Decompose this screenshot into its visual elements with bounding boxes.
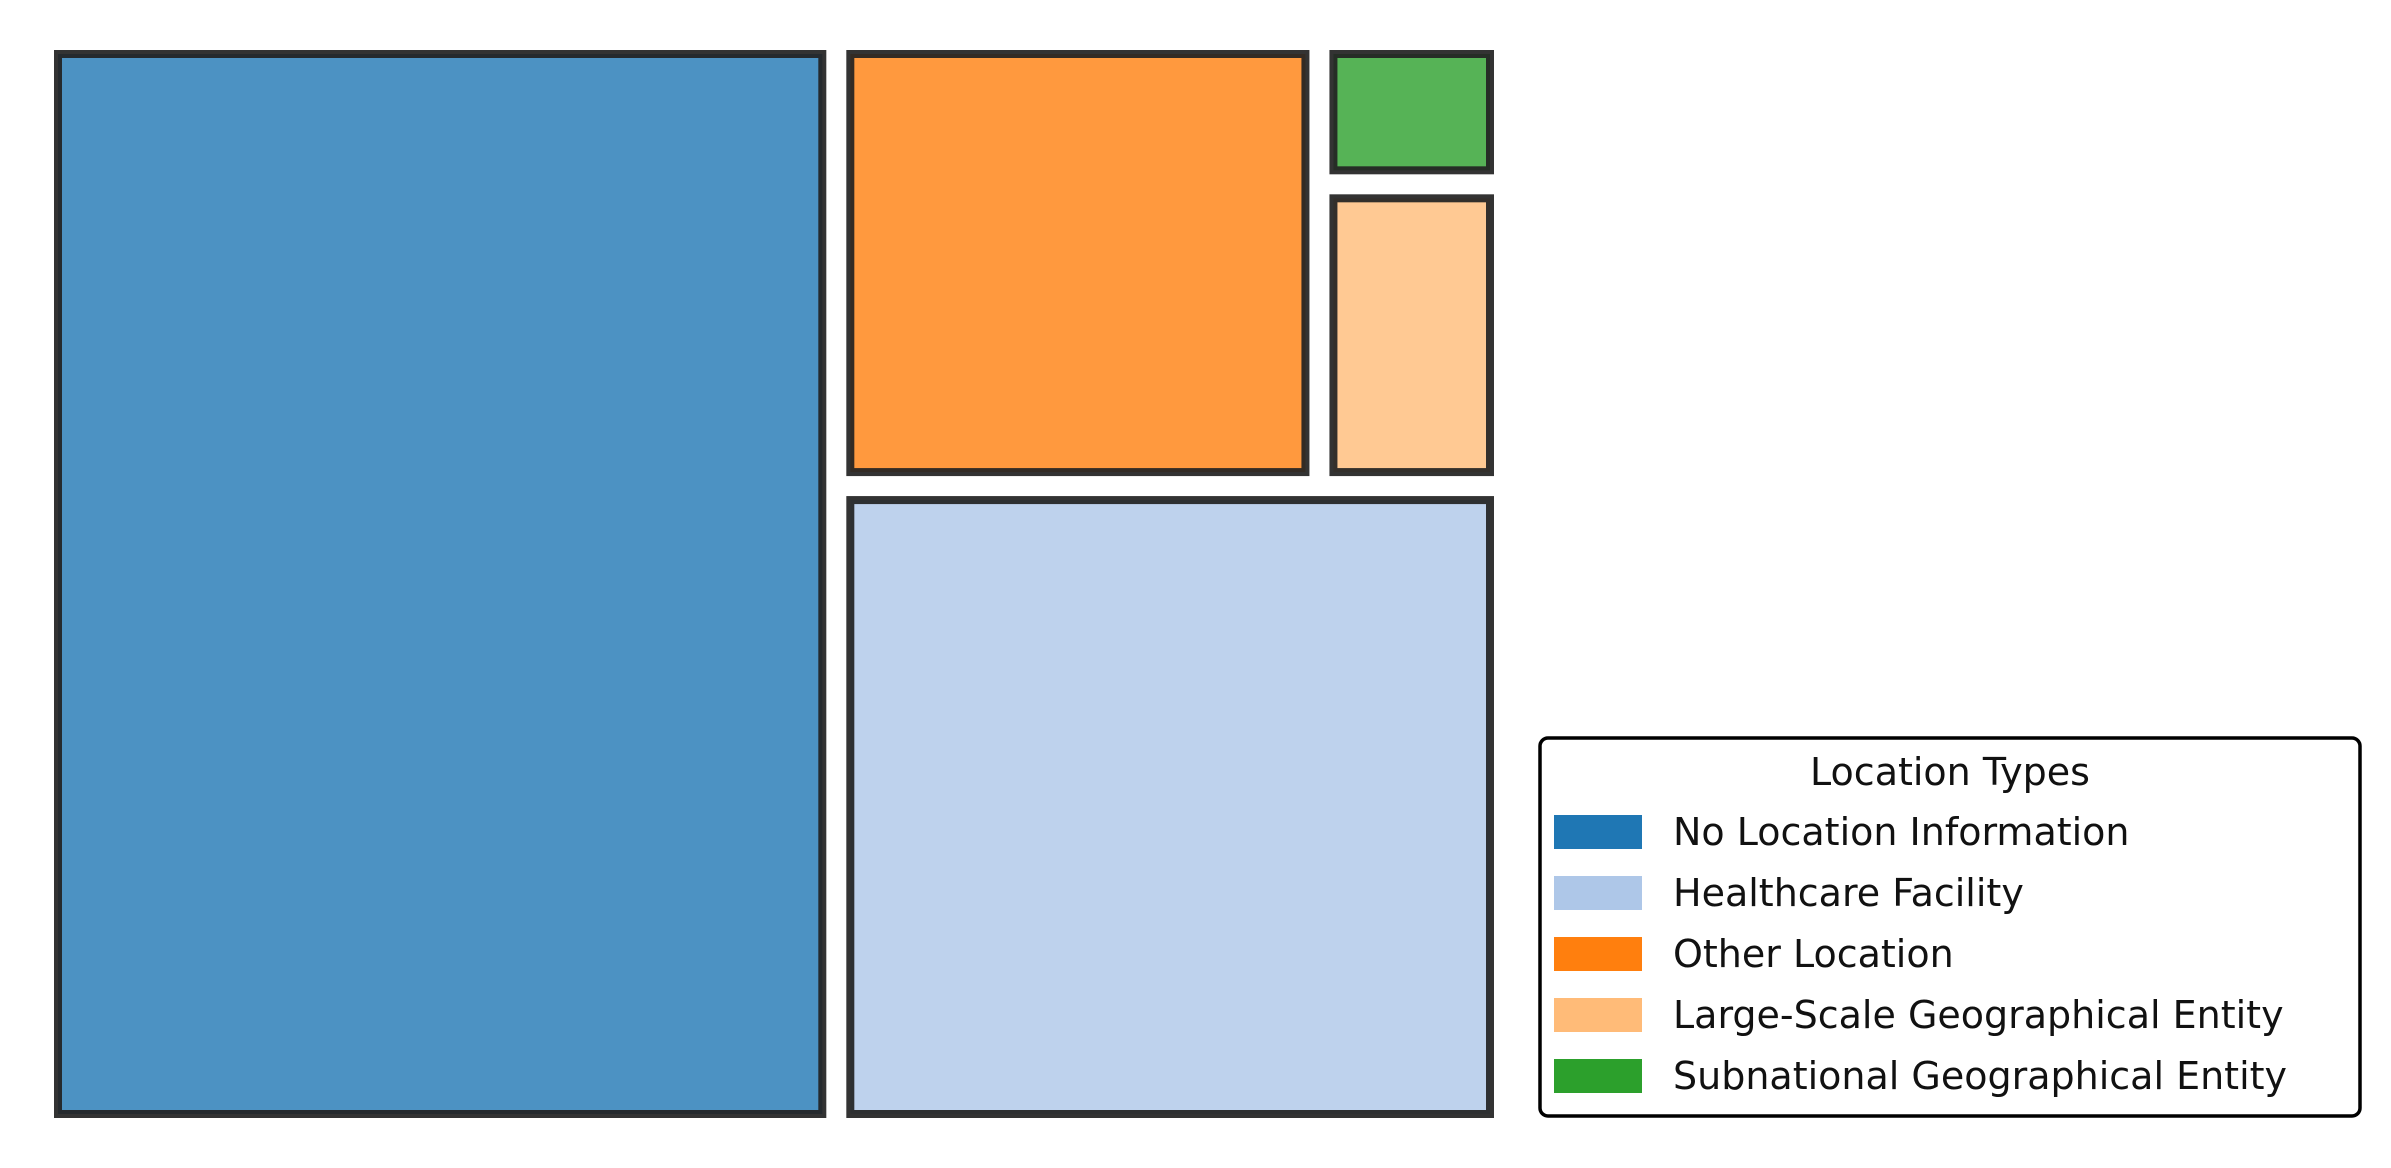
tile-other-location xyxy=(846,50,1310,477)
legend-swatch-subnational-geographical-entity xyxy=(1554,1059,1642,1093)
legend-swatch-large-scale-geographical-entity xyxy=(1554,998,1642,1032)
legend-label-healthcare-facility: Healthcare Facility xyxy=(1673,871,2024,915)
legend-label-large-scale-geographical-entity: Large-Scale Geographical Entity xyxy=(1673,993,2284,1037)
legend-swatch-other-location xyxy=(1554,937,1642,971)
legend: Location Types No Location Information He… xyxy=(1538,736,2362,1118)
legend-label-subnational-geographical-entity: Subnational Geographical Entity xyxy=(1673,1054,2287,1098)
legend-label-no-location-information: No Location Information xyxy=(1673,810,2130,854)
legend-label-other-location: Other Location xyxy=(1673,932,1954,976)
treemap-tiles xyxy=(54,50,1495,1118)
legend-swatch-healthcare-facility xyxy=(1554,876,1642,910)
tile-healthcare-facility xyxy=(846,496,1494,1118)
legend-frame xyxy=(1538,736,2362,1118)
legend-title: Location Types xyxy=(1810,750,2090,794)
tile-large-scale-geographical-entity xyxy=(1329,194,1495,477)
legend-entries: No Location Information Healthcare Facili… xyxy=(1554,810,2287,1098)
legend-swatch-no-location-information xyxy=(1554,815,1642,849)
tile-no-location-information xyxy=(54,50,827,1118)
tile-subnational-geographical-entity xyxy=(1329,50,1495,175)
